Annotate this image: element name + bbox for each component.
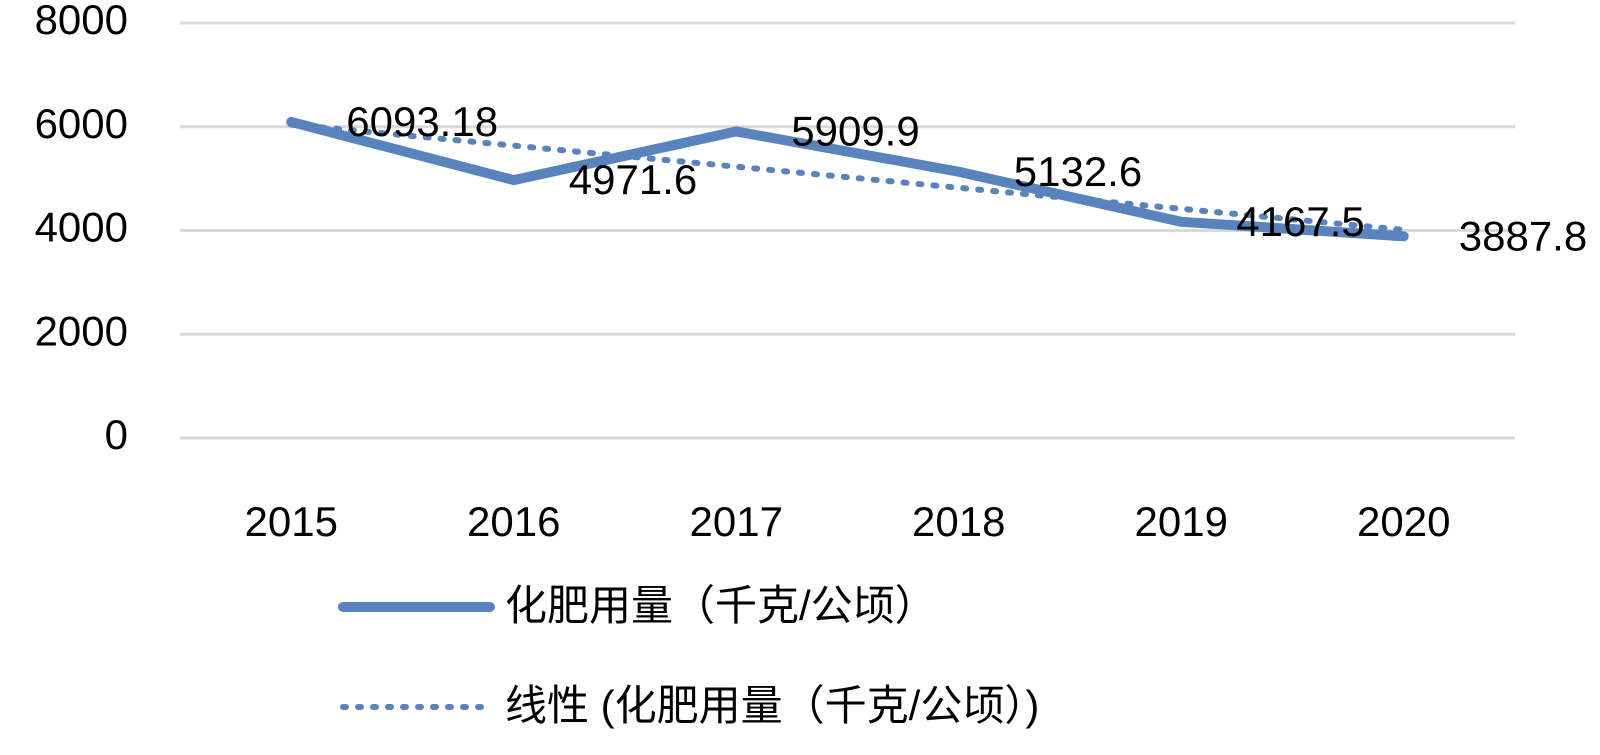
- y-tick-label: 4000: [35, 204, 128, 251]
- data-label: 5909.9: [791, 108, 919, 155]
- legend-label: 线性 (化肥用量（千克/公顷）): [505, 682, 1039, 729]
- y-tick-label: 0: [105, 411, 128, 458]
- x-tick-label: 2018: [912, 498, 1005, 545]
- series-line: [288, 121, 1407, 233]
- series-line: [286, 116, 1409, 242]
- data-label: 4971.6: [569, 156, 697, 203]
- x-tick-label: 2019: [1135, 498, 1228, 545]
- y-tick-label: 8000: [35, 0, 128, 43]
- y-tick-label: 2000: [35, 307, 128, 354]
- x-tick-label: 2017: [690, 498, 783, 545]
- y-tick-label: 6000: [35, 100, 128, 147]
- x-tick-label: 2020: [1357, 498, 1450, 545]
- data-label: 5132.6: [1014, 148, 1142, 195]
- x-tick-label: 2016: [467, 498, 560, 545]
- data-label: 6093.18: [346, 98, 498, 145]
- x-tick-label: 2015: [245, 498, 338, 545]
- data-label: 4167.5: [1236, 198, 1364, 245]
- legend-label: 化肥用量（千克/公顷）: [505, 582, 937, 629]
- data-label: 3887.8: [1459, 212, 1587, 259]
